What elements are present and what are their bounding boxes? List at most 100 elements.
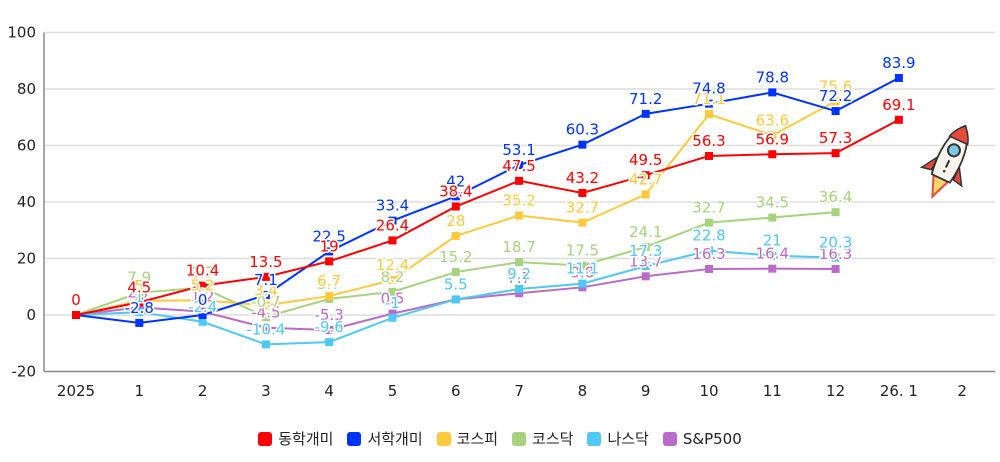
- data-point[interactable]: [768, 213, 777, 222]
- data-label: 22.5: [312, 227, 345, 245]
- data-point[interactable]: [198, 311, 207, 319]
- data-point[interactable]: [261, 272, 270, 281]
- data-label: 78.8: [756, 68, 789, 86]
- data-point[interactable]: [705, 246, 713, 255]
- data-label: 22.8: [692, 227, 725, 245]
- data-point[interactable]: [641, 171, 650, 180]
- data-labels: 0 2.7 1.2 -4.5 -5.3 0.5 5.5 7.7 9.8 13.7 16.3 16.4 1…: [70, 52, 917, 339]
- data-point[interactable]: [261, 312, 270, 321]
- data-point[interactable]: [641, 190, 650, 199]
- data-point[interactable]: [515, 160, 524, 169]
- data-label: 17.3: [629, 242, 662, 260]
- data-point[interactable]: [261, 323, 270, 332]
- data-point[interactable]: [831, 107, 840, 116]
- data-point[interactable]: [135, 318, 144, 327]
- legend-item-sp500[interactable]: S&P500: [662, 429, 742, 448]
- data-label: 36.4: [819, 188, 852, 206]
- data-point[interactable]: [325, 247, 334, 256]
- legend-item-kosdaq[interactable]: 코스닥: [512, 428, 573, 449]
- data-label: 5.7: [317, 275, 341, 293]
- data-label: 26.4: [376, 216, 409, 234]
- series-line: [75, 77, 900, 324]
- data-point[interactable]: [451, 192, 460, 201]
- data-point[interactable]: [705, 99, 713, 108]
- data-label: 71.1: [692, 90, 725, 108]
- data-point[interactable]: [578, 140, 587, 149]
- y-tick-label: 80: [17, 80, 36, 98]
- data-point[interactable]: [388, 309, 397, 318]
- data-point[interactable]: [388, 216, 397, 225]
- data-point[interactable]: [451, 295, 460, 304]
- data-point[interactable]: [135, 303, 144, 312]
- data-point[interactable]: [578, 261, 587, 270]
- data-label: 49.5: [629, 151, 662, 169]
- legend-item-donghak[interactable]: 동학개미: [258, 428, 333, 449]
- data-label: 32.7: [566, 199, 599, 217]
- data-point[interactable]: [831, 97, 840, 106]
- data-point[interactable]: [641, 242, 650, 251]
- data-point[interactable]: [515, 211, 524, 220]
- data-point[interactable]: [705, 264, 713, 273]
- data-point[interactable]: [388, 236, 397, 245]
- data-point[interactable]: [768, 150, 777, 159]
- data-point[interactable]: [768, 88, 777, 97]
- data-point[interactable]: [578, 218, 587, 227]
- data-point[interactable]: [325, 338, 334, 347]
- legend-item-nasdaq[interactable]: 나스닥: [587, 428, 649, 449]
- x-tick-label: 3: [261, 382, 271, 400]
- legend-item-seohak[interactable]: 서학개미: [347, 428, 423, 449]
- legend-item-kospi[interactable]: 코스피: [436, 428, 498, 449]
- data-point[interactable]: [641, 272, 650, 281]
- data-point[interactable]: [831, 264, 840, 273]
- data-point[interactable]: [768, 251, 777, 260]
- x-tick-label: 7: [514, 382, 524, 400]
- series-lines: [72, 73, 903, 349]
- data-point[interactable]: [388, 287, 397, 296]
- data-point[interactable]: [641, 262, 650, 271]
- data-point[interactable]: [515, 285, 524, 294]
- data-point[interactable]: [705, 151, 713, 160]
- data-point[interactable]: [894, 73, 903, 82]
- data-point[interactable]: [705, 110, 713, 119]
- data-point[interactable]: [135, 288, 144, 297]
- data-point[interactable]: [451, 231, 460, 240]
- data-point[interactable]: [325, 325, 334, 334]
- data-point[interactable]: [325, 257, 334, 266]
- data-point[interactable]: [831, 253, 840, 262]
- data-point[interactable]: [325, 292, 334, 301]
- legend-swatch-icon: [258, 431, 273, 446]
- data-point[interactable]: [578, 188, 587, 197]
- data-label: 16.4: [756, 245, 789, 263]
- data-label: 9.8: [570, 263, 594, 281]
- data-point[interactable]: [451, 268, 460, 277]
- data-point[interactable]: [388, 275, 397, 284]
- data-label: 5.5: [444, 275, 468, 293]
- data-point[interactable]: [831, 149, 840, 158]
- data-point[interactable]: [261, 340, 270, 349]
- data-point[interactable]: [515, 258, 524, 267]
- data-point[interactable]: [72, 311, 80, 319]
- data-point[interactable]: [641, 109, 650, 118]
- data-point[interactable]: [515, 176, 524, 185]
- data-point[interactable]: [894, 115, 903, 124]
- x-tick-label: 9: [641, 382, 651, 400]
- data-point[interactable]: [515, 289, 524, 298]
- data-point[interactable]: [198, 317, 207, 326]
- data-label: 0: [71, 291, 81, 309]
- data-label: 16.3: [692, 245, 725, 263]
- data-point[interactable]: [578, 279, 587, 288]
- legend-label: S&P500: [682, 429, 742, 448]
- data-point[interactable]: [198, 281, 207, 290]
- data-point[interactable]: [135, 298, 144, 307]
- data-point[interactable]: [768, 264, 777, 273]
- data-point[interactable]: [451, 202, 460, 211]
- data-point[interactable]: [261, 301, 270, 310]
- data-point[interactable]: [135, 308, 144, 317]
- data-point[interactable]: [388, 313, 397, 322]
- data-point[interactable]: [831, 208, 840, 217]
- data-point[interactable]: [261, 290, 270, 299]
- data-point[interactable]: [198, 296, 207, 305]
- legend-swatch-icon: [662, 431, 677, 446]
- data-point[interactable]: [768, 131, 777, 140]
- data-point[interactable]: [705, 218, 713, 227]
